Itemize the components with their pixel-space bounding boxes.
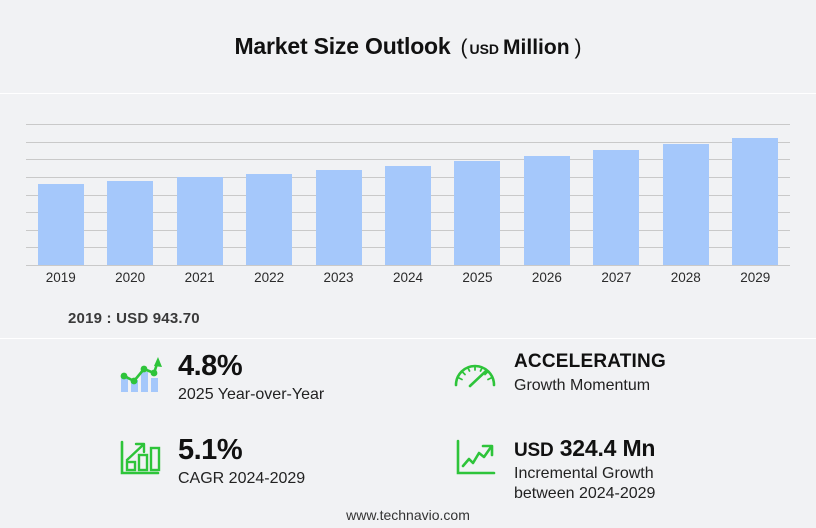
chart-bar[interactable] <box>593 149 640 265</box>
chart-title-bar: Market Size Outlook ( USD Million ) <box>0 0 816 93</box>
metric-currency-prefix: USD <box>514 440 554 461</box>
chart-bar[interactable] <box>454 160 501 265</box>
x-axis-tick-label: 2027 <box>601 270 632 285</box>
metric-label: CAGR 2024-2029 <box>178 469 306 487</box>
bar-slot <box>373 124 442 265</box>
x-axis-tick-label: 2021 <box>184 270 215 285</box>
chart-bar[interactable] <box>107 180 154 265</box>
title-unit-scale: Million <box>503 36 570 59</box>
metric-label-line1: Incremental Growth <box>514 464 654 482</box>
bar-slot <box>582 124 651 265</box>
footer-url: www.technavio.com <box>346 507 470 523</box>
metric-year-over-year: 4.8% 2025 Year-over-Year <box>114 350 325 405</box>
bar-slot <box>95 124 164 265</box>
metrics-divider <box>0 338 816 339</box>
speedometer-icon <box>450 352 500 396</box>
metric-label: Growth Momentum <box>514 376 651 394</box>
header-divider <box>0 93 816 94</box>
x-axis-tick-label: 2024 <box>392 270 424 285</box>
metric-amount: 324.4 Mn <box>559 435 656 461</box>
x-axis-tick-label: 2029 <box>740 270 771 285</box>
metric-cagr: 5.1% CAGR 2024-2029 <box>114 434 306 489</box>
metric-label: 2025 Year-over-Year <box>178 385 325 403</box>
bar-slot <box>651 124 720 265</box>
metric-value: 5.1% <box>178 434 243 466</box>
metric-growth-momentum: ACCELERATING Growth Momentum <box>450 351 666 396</box>
title-paren-close: ) <box>574 36 582 59</box>
chart-bar[interactable] <box>176 177 223 265</box>
metric-value: ACCELERATING <box>514 351 666 372</box>
chart-bar[interactable] <box>315 170 362 265</box>
line-chart-arrow-icon <box>450 436 500 480</box>
x-axis-tick-label: 2019 <box>45 270 76 285</box>
chart-bar[interactable] <box>523 155 570 265</box>
metric-value: 4.8% <box>178 350 243 382</box>
bar-slot <box>443 124 512 265</box>
bar-slot <box>512 124 581 265</box>
title-paren-open: ( <box>460 36 468 59</box>
chart-title: Market Size Outlook ( USD Million ) <box>234 33 581 60</box>
x-axis-tick-label: 2020 <box>115 270 146 285</box>
base-year-value-caption: 2019 : USD 943.70 <box>68 310 200 327</box>
metric-incremental-growth: USD 324.4 Mn Incremental Growth between … <box>450 436 655 504</box>
metric-text: ACCELERATING Growth Momentum <box>514 351 666 396</box>
chart-plot-area <box>26 124 790 265</box>
chart-bar[interactable] <box>662 144 709 265</box>
bar-chart <box>26 124 790 266</box>
page-title: Market Size Outlook <box>234 33 451 59</box>
title-currency-abbr: USD <box>469 41 500 57</box>
bar-slot <box>721 124 790 265</box>
x-axis-labels: 2019 2020 2021 2022 2023 2024 2025 2026 2027 2028… <box>26 270 790 285</box>
x-axis-tick-label: 2022 <box>254 270 285 285</box>
gridline <box>26 265 790 266</box>
x-axis-tick-label: 2026 <box>531 270 562 285</box>
chart-bar[interactable] <box>246 174 293 265</box>
x-axis-tick-label: 2028 <box>670 270 701 285</box>
metric-text: 5.1% CAGR 2024-2029 <box>178 434 306 489</box>
chart-bar[interactable] <box>384 165 431 265</box>
x-axis-tick-label: 2023 <box>323 270 354 285</box>
metric-value: USD 324.4 Mn <box>514 436 655 461</box>
chart-bar[interactable] <box>732 137 779 265</box>
chart-bar[interactable] <box>37 183 84 265</box>
bar-slot <box>165 124 234 265</box>
bar-slot <box>26 124 95 265</box>
bar-chart-arrow-icon <box>114 436 164 480</box>
metric-text: 4.8% 2025 Year-over-Year <box>178 350 325 405</box>
x-axis-tick-label: 2025 <box>462 270 493 285</box>
metric-text: USD 324.4 Mn Incremental Growth between … <box>514 436 655 504</box>
metric-label-line2: between 2024-2029 <box>514 484 656 502</box>
bar-slot <box>304 124 373 265</box>
metrics-grid: 4.8% 2025 Year-over-Year ACC <box>0 344 816 502</box>
growth-chart-icon <box>114 352 164 396</box>
bar-slot <box>234 124 303 265</box>
